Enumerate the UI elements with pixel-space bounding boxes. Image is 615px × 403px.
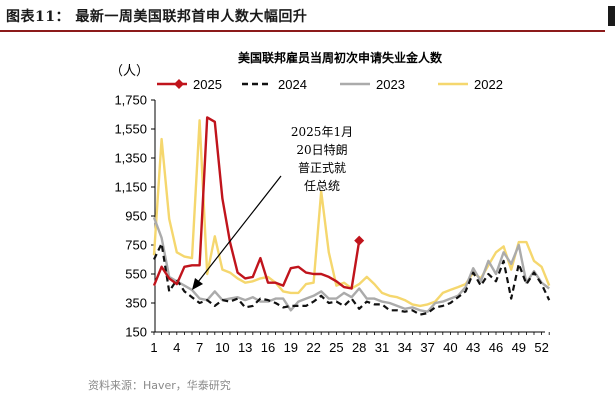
y-tick-label: 1,150: [114, 180, 147, 195]
chart-title: 美国联邦雇员当周初次申请失业金人数: [238, 50, 443, 65]
figure-title: 图表11： 最新一周美国联邦首申人数大幅回升: [6, 9, 308, 25]
annotation-arrow-head: [192, 278, 203, 290]
legend-label-2022: 2022: [474, 77, 503, 92]
axes: 150 350 550 750 950 1,150 1,350 1,550 1,750 1 4 7 10…: [114, 93, 550, 355]
x-tick-label: 40: [443, 340, 457, 355]
annotation-text-line: 20日特朗: [296, 142, 347, 157]
y-tick-label: 750: [125, 238, 147, 253]
x-tick-label: 34: [398, 340, 412, 355]
x-tick-label: 19: [284, 340, 298, 355]
y-tick-label: 950: [125, 209, 147, 224]
y-tick-label: 150: [125, 325, 147, 340]
x-tick-label: 22: [306, 340, 320, 355]
y-tick-label: 1,350: [114, 151, 147, 166]
x-tick-label: 4: [173, 340, 180, 355]
x-tick-label: 46: [489, 340, 503, 355]
series-group: [152, 116, 551, 316]
x-tick-label: 31: [375, 340, 389, 355]
x-tick-label: 25: [329, 340, 343, 355]
annotation-arrow-shaft: [197, 175, 282, 283]
legend-label-2025: 2025: [193, 77, 222, 92]
legend-label-2024: 2024: [278, 77, 307, 92]
x-tick-label: 37: [420, 340, 434, 355]
x-tick-label: 16: [261, 340, 275, 355]
x-tick-label: 28: [352, 340, 366, 355]
legend-label-2023: 2023: [376, 77, 405, 92]
title-rule: [0, 30, 605, 32]
annotation-text-line: 普正式就: [298, 161, 346, 175]
legend-marker-2025: [174, 79, 184, 89]
adjacent-panel-edge: [608, 6, 615, 26]
x-tick-label: 43: [466, 340, 480, 355]
x-tick-label: 49: [512, 340, 526, 355]
series-line-2025: [152, 116, 361, 290]
x-tick-label: 7: [196, 340, 203, 355]
annotation-text-line: 任总统: [304, 179, 340, 193]
x-tick-label: 1: [150, 340, 157, 355]
y-tick-label: 1,750: [114, 93, 147, 108]
y-tick-label: 350: [125, 296, 147, 311]
legend: 2025 2024 2023 2022: [157, 77, 503, 92]
series-line-2023: [152, 216, 550, 313]
series-line-2024: [153, 242, 551, 316]
y-tick-label: 550: [125, 267, 147, 282]
series-end-marker-2025: [354, 235, 365, 246]
x-tick-label: 13: [238, 340, 252, 355]
series-line-2022: [152, 119, 551, 308]
y-tick-label: 1,550: [114, 122, 147, 137]
x-tick-label: 52: [534, 340, 548, 355]
source-note: 资料来源：Haver，华泰研究: [88, 379, 231, 392]
x-tick-label: 10: [215, 340, 229, 355]
y-axis-label: （人）: [110, 63, 149, 78]
annotation-text-line: 2025年1月: [291, 125, 353, 139]
